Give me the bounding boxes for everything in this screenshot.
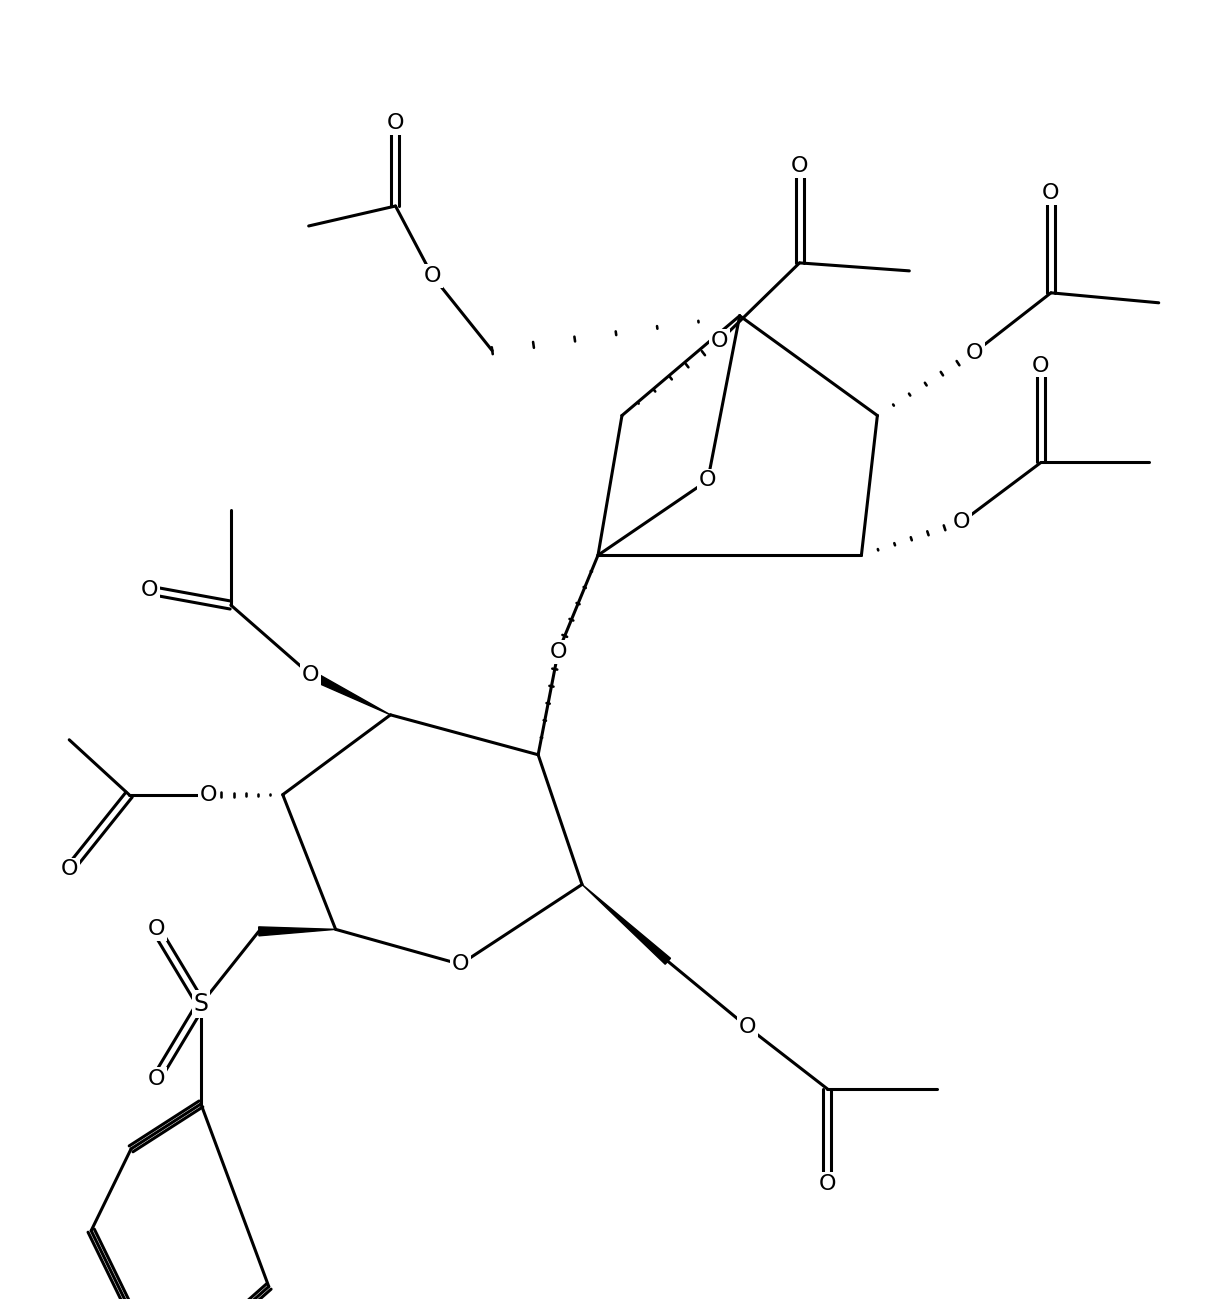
Text: O: O [1042,183,1060,203]
Text: O: O [148,1069,165,1089]
Text: O: O [699,471,716,490]
Polygon shape [309,671,391,715]
Text: O: O [200,785,218,805]
Text: O: O [387,113,404,133]
Text: O: O [791,156,808,176]
Text: O: O [952,512,970,532]
Text: O: O [148,919,165,940]
Text: O: O [302,664,319,685]
Polygon shape [259,927,335,936]
Text: O: O [966,343,983,363]
Text: S: S [194,992,208,1017]
Text: O: O [60,859,77,880]
Text: O: O [739,1017,756,1037]
Text: O: O [819,1174,836,1193]
Text: O: O [1032,356,1050,376]
Text: O: O [451,954,469,974]
Text: O: O [549,642,566,662]
Text: O: O [140,580,157,601]
Text: O: O [711,330,728,351]
Polygon shape [582,884,670,965]
Text: O: O [424,266,442,286]
